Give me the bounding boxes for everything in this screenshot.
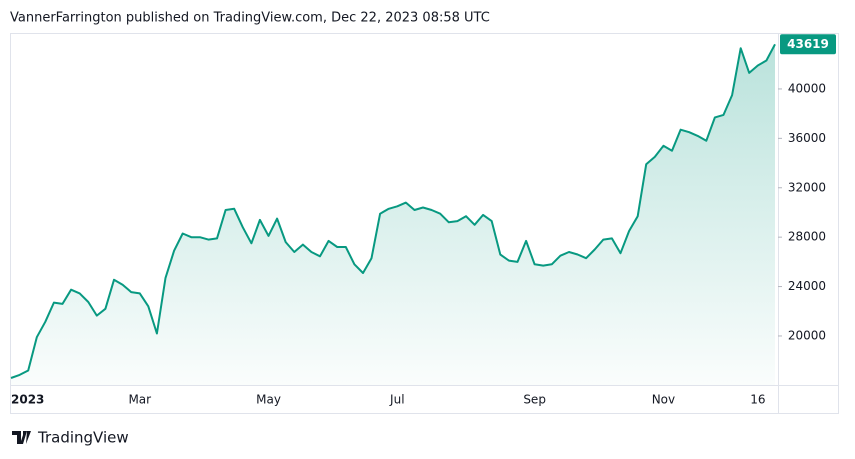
y-tick-label: 40000 <box>788 81 826 95</box>
y-tick-label: 20000 <box>788 328 826 342</box>
x-tick-label: Jul <box>389 393 404 407</box>
y-tick-label: 32000 <box>788 180 826 194</box>
footer: TradingView <box>37 429 129 447</box>
logo <box>12 431 31 444</box>
last-price-badge <box>780 34 836 55</box>
x-tick-label: Nov <box>652 393 675 407</box>
y-tick-label: 28000 <box>788 230 826 244</box>
area-fill <box>11 44 775 386</box>
x-tick-label: 2023 <box>11 393 44 407</box>
price-line <box>10 43 776 379</box>
frame <box>10 33 839 414</box>
last-price-label: 43619 <box>787 37 829 51</box>
x-tick-label: May <box>256 393 281 407</box>
x-tick-label: Sep <box>523 393 546 407</box>
header: VannerFarrington published on TradingVie… <box>10 11 490 26</box>
y-tick-label: 24000 <box>788 279 826 293</box>
y-tick-label: 36000 <box>788 131 826 145</box>
x-tick-label: 16 <box>750 393 765 407</box>
x-tick-label: Mar <box>128 393 151 407</box>
